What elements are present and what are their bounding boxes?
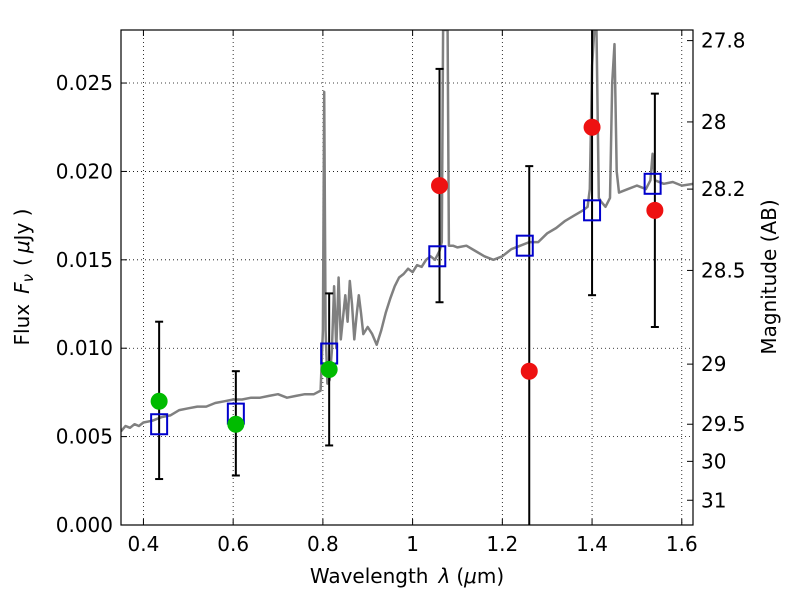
x-axis-label: Wavelength λ (μm) bbox=[310, 564, 504, 588]
y-tick-label: 0.000 bbox=[56, 513, 113, 537]
y-tick-label: 0.010 bbox=[56, 336, 113, 360]
observed-point bbox=[227, 415, 245, 433]
x-tick-label: 0.8 bbox=[307, 532, 339, 556]
y2-tick-label: 29 bbox=[701, 352, 726, 376]
y2-tick-label: 28 bbox=[701, 110, 726, 134]
y2-tick-label: 28.5 bbox=[701, 258, 746, 282]
observed-point bbox=[320, 360, 338, 378]
y2-axis-label: Magnitude (AB) bbox=[757, 199, 781, 354]
y-axis-label: FluxFν(μJy ) bbox=[10, 209, 37, 346]
y-tick-label: 0.025 bbox=[56, 71, 113, 95]
plot-frame bbox=[120, 29, 694, 526]
y2-tick-label: 27.8 bbox=[701, 29, 746, 53]
y2-tick-label: 29.5 bbox=[701, 412, 746, 436]
x-tick-label: 1.2 bbox=[486, 532, 518, 556]
observed-point bbox=[431, 177, 449, 195]
model-photometry-square bbox=[428, 245, 447, 268]
observed-point bbox=[583, 118, 601, 136]
x-tick-label: 1 bbox=[406, 532, 419, 556]
observed-point bbox=[520, 362, 538, 380]
model-sed-line bbox=[121, 30, 693, 433]
y2-tick-label: 31 bbox=[701, 488, 726, 512]
y-tick-label: 0.015 bbox=[56, 248, 113, 272]
y2-tick-label: 30 bbox=[701, 449, 726, 473]
model-photometry-square bbox=[150, 413, 169, 436]
x-tick-label: 0.6 bbox=[217, 532, 249, 556]
y2-tick-label: 28.2 bbox=[701, 177, 746, 201]
model-photometry-square bbox=[583, 199, 602, 222]
observed-point bbox=[646, 201, 664, 219]
model-photometry-square bbox=[515, 234, 534, 257]
x-tick-label: 1.6 bbox=[666, 532, 698, 556]
model-photometry-square bbox=[643, 172, 662, 195]
x-tick-label: 0.4 bbox=[128, 532, 160, 556]
y-tick-label: 0.005 bbox=[56, 425, 113, 449]
y-tick-label: 0.020 bbox=[56, 159, 113, 183]
x-tick-label: 1.4 bbox=[576, 532, 608, 556]
grid bbox=[121, 30, 693, 525]
observed-point bbox=[150, 392, 168, 410]
